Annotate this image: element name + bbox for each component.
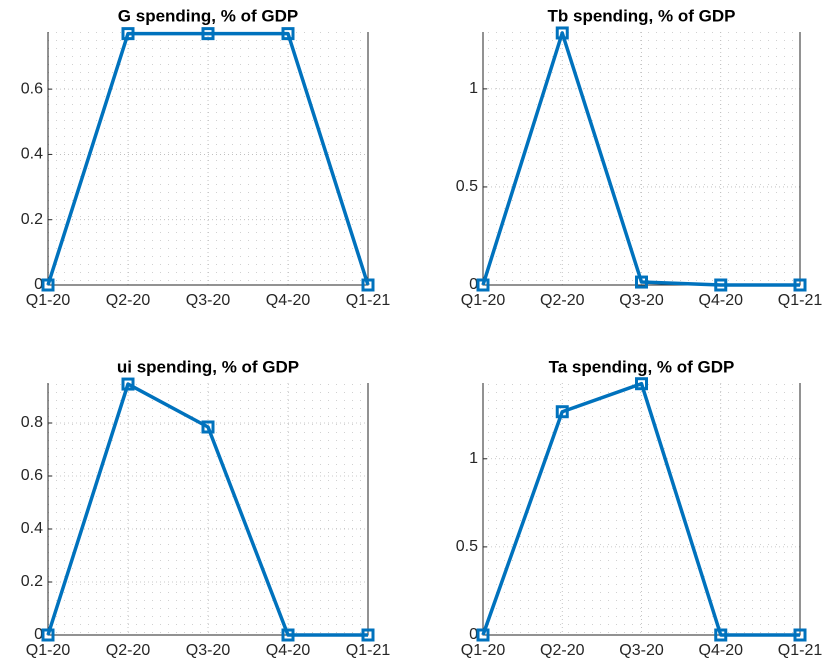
x-tick-label: Q1-20 [461,642,506,659]
marker [476,628,490,642]
y-tick-label: 0 [34,626,43,643]
y-tick-label: 0.6 [21,467,43,484]
y-tick-label: 0.8 [21,414,43,431]
series-line [481,381,800,637]
marker [121,377,135,391]
marker [201,420,215,434]
axes-box [482,32,801,286]
x-tick-label: Q1-20 [461,292,506,309]
marker [361,628,375,642]
x-tick-label: Q1-20 [26,642,71,659]
y-tick-label: 0.2 [21,573,43,590]
x-tick-label: Q3-20 [619,642,664,659]
y-tick-label: 0.5 [456,178,478,195]
y-tick-label: 1 [469,450,478,467]
y-tick-label: 0.2 [21,211,43,228]
series-line [46,31,370,286]
marker [476,278,490,292]
axes-box [47,383,369,636]
y-tick-label: 0.6 [21,80,43,97]
x-tick-label: Q1-21 [346,642,391,659]
x-tick-label: Q2-20 [540,642,585,659]
y-tick-label: 0.5 [456,538,478,555]
x-tick-label: Q1-21 [346,292,391,309]
y-tick-label: 0 [34,276,43,293]
x-tick-label: Q4-20 [266,292,311,309]
y-tick-label: 0.4 [21,520,43,537]
plot-area [483,383,800,635]
marker [555,26,569,40]
marker [41,278,55,292]
chart-title: G spending, % of GDP [118,6,298,25]
y-tick-label: 0.4 [21,146,43,163]
x-tick-label: Q1-21 [778,642,823,659]
chart-title: ui spending, % of GDP [117,357,299,376]
x-tick-label: Q4-20 [699,642,744,659]
marker [41,628,55,642]
chart-title: Tb spending, % of GDP [548,6,736,25]
marker [555,405,569,419]
plot-area [48,32,368,285]
marker [635,377,648,391]
x-tick-label: Q2-20 [106,292,151,309]
x-tick-label: Q4-20 [266,642,311,659]
plot-area [483,32,800,285]
x-tick-label: Q1-21 [778,292,823,309]
subplot: 0 0.5 1 Q1-20 Q2-20 Q3-20 Q4-20 Q1-21 Ta spendin… [456,357,823,659]
marker [361,278,375,292]
marker [793,278,807,292]
y-tick-label: 0 [469,626,478,643]
marker [281,628,295,642]
axes-box [47,32,369,286]
series-line [481,31,800,287]
y-tick-label: 1 [469,80,478,97]
plot-area [48,383,368,635]
x-tick-label: Q3-20 [186,642,231,659]
subplot: 0 0.2 0.4 0.6 Q1-20 Q2-20 Q3-20 Q4-20 Q1-21 G spe… [21,6,391,309]
x-tick-label: Q3-20 [619,292,664,309]
x-tick-label: Q2-20 [106,642,151,659]
marker [635,275,648,289]
series-line [46,382,368,637]
y-tick-label: 0 [469,276,478,293]
x-tick-label: Q2-20 [540,292,585,309]
marker [714,278,728,292]
marker [201,27,215,41]
marker [281,27,295,41]
marker [793,628,807,642]
subplot: 0 0.2 0.4 0.6 0.8 Q1-20 Q2-20 Q3-20 Q4-20 Q1-21 ui… [21,357,391,659]
marker [121,27,135,41]
marker [714,628,728,642]
axes-box [482,383,801,636]
subplot: 0 0.5 1 Q1-20 Q2-20 Q3-20 Q4-20 Q1-21 Tb spendin… [456,6,823,309]
x-tick-label: Q3-20 [186,292,231,309]
chart-title: Ta spending, % of GDP [549,357,735,376]
x-tick-label: Q4-20 [699,292,744,309]
x-tick-label: Q1-20 [26,292,71,309]
